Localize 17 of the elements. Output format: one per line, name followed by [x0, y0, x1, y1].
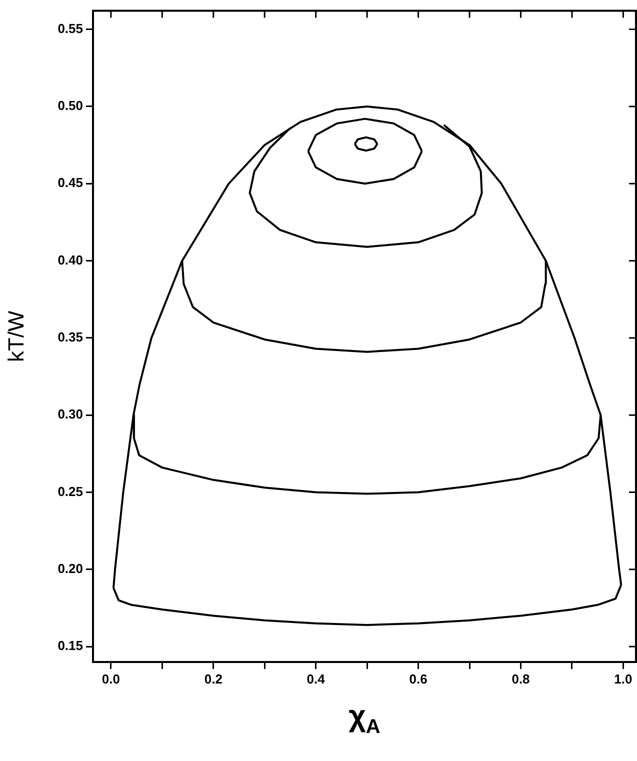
x-axis-title: χ$_{A}$	[348, 700, 382, 739]
y-tick-label: 0.25	[58, 484, 83, 499]
x-tick-label: 0.6	[409, 671, 428, 686]
y-tick-label: 0.50	[58, 98, 83, 114]
x-tick-label: 1.0	[614, 671, 632, 686]
x-tick-label: 0.8	[512, 671, 530, 686]
y-tick-label: 0.55	[58, 20, 83, 36]
y-tick-label: 0.15	[58, 638, 83, 654]
y-tick-label: 0.30	[58, 406, 83, 422]
y-tick-label: 0.45	[58, 175, 83, 190]
y-tick-label: 0.35	[58, 330, 83, 345]
y-tick-label: 0.40	[58, 252, 83, 268]
x-tick-label: 0.0	[102, 671, 120, 686]
x-tick-label: 0.2	[204, 671, 222, 686]
y-axis-title: kT/W	[3, 310, 28, 362]
y-tick-label: 0.20	[58, 560, 83, 576]
x-tick-label: 0.4	[306, 671, 326, 686]
